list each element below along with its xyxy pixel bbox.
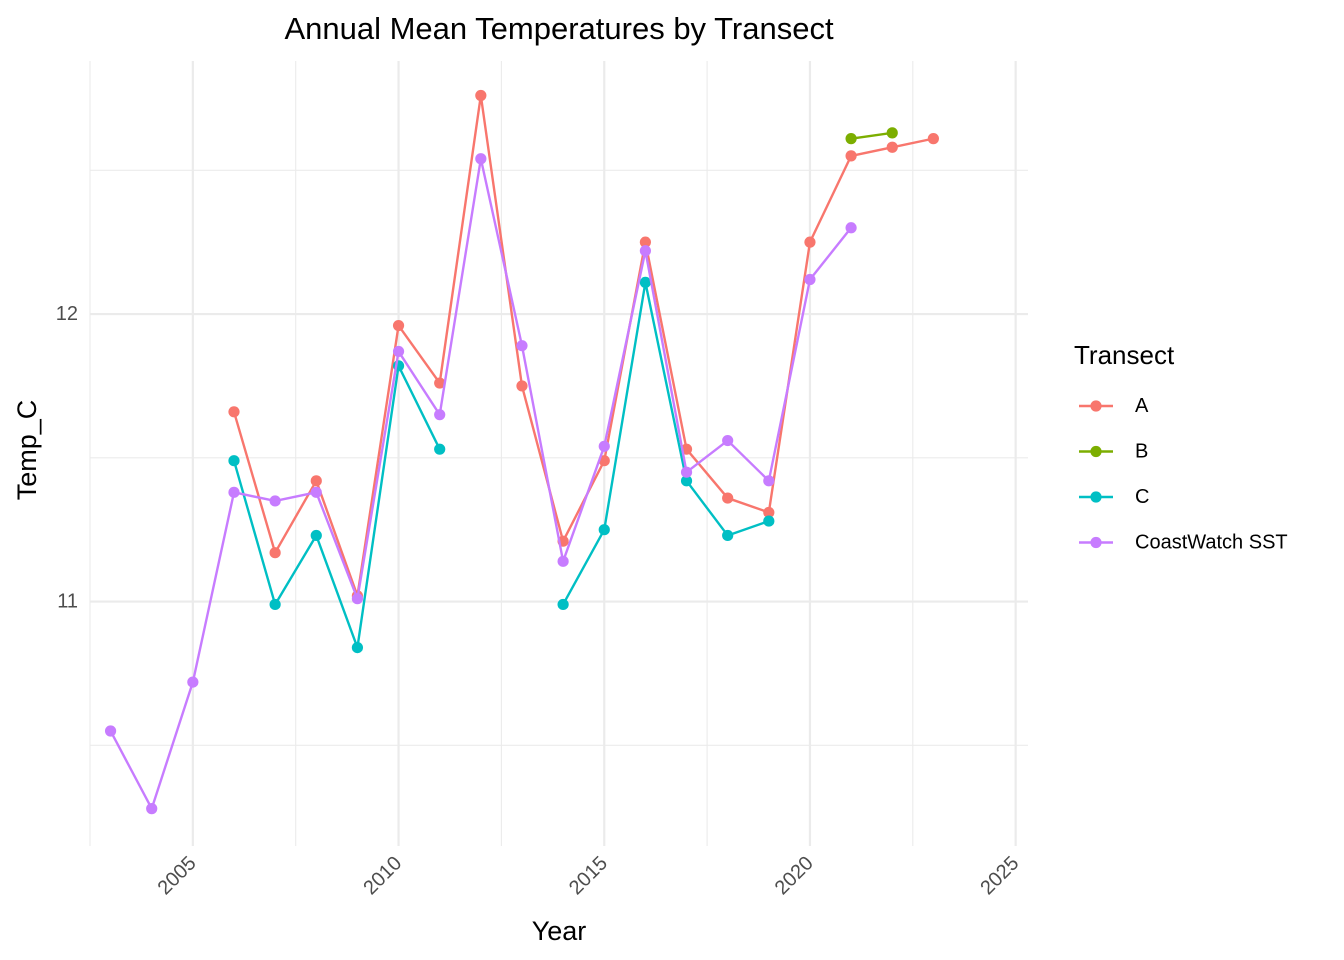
data-point <box>763 475 775 487</box>
data-point <box>804 273 816 286</box>
data-point <box>269 547 281 559</box>
data-point <box>351 641 364 654</box>
data-point <box>310 529 322 542</box>
legend-items: A B C CoastWatch SST <box>1079 395 1288 554</box>
legend-key-point <box>1090 445 1102 458</box>
data-point <box>927 133 939 145</box>
data-point <box>763 506 775 519</box>
legend-title: Transect <box>1074 340 1175 370</box>
data-point <box>598 440 610 452</box>
series-line-c <box>232 364 441 649</box>
data-point <box>434 409 446 421</box>
legend-item-a: A <box>1079 395 1149 417</box>
data-point <box>845 133 857 145</box>
y-tick-label: 11 <box>57 591 78 613</box>
data-point <box>598 455 610 467</box>
y-axis-ticks: 11 12 <box>56 303 78 613</box>
legend-label: CoastWatch SST <box>1135 532 1288 554</box>
data-point <box>516 340 528 352</box>
data-point <box>351 593 364 605</box>
data-point <box>804 236 816 248</box>
data-point <box>146 803 158 815</box>
series-c <box>228 276 775 654</box>
data-point <box>722 492 734 504</box>
data-point <box>310 475 322 487</box>
x-axis-title: Year <box>532 916 587 946</box>
x-tick-label: 2005 <box>154 852 201 899</box>
legend-item-b: B <box>1079 441 1148 463</box>
data-point <box>680 475 693 487</box>
data-point <box>680 466 693 478</box>
data-point <box>475 89 487 102</box>
data-point <box>598 524 610 536</box>
x-tick-label: 2020 <box>771 852 818 899</box>
legend-label: A <box>1135 395 1149 417</box>
x-axis-ticks: 2005 2010 2015 2020 2025 <box>154 852 1024 899</box>
data-point <box>228 486 240 498</box>
data-point <box>639 236 651 248</box>
data-point <box>886 141 898 153</box>
data-point <box>392 345 405 358</box>
legend-item-c: C <box>1079 486 1149 508</box>
plot-panel <box>89 61 1028 846</box>
legend-label: B <box>1135 441 1148 463</box>
series-line-c <box>562 281 770 606</box>
data-point <box>310 486 322 498</box>
series-line-b <box>850 131 893 140</box>
x-tick-label: 2025 <box>976 852 1023 899</box>
x-tick-label: 2015 <box>565 852 612 899</box>
data-point <box>269 495 281 507</box>
data-point <box>639 276 651 289</box>
y-axis-title: Temp_C <box>12 400 42 501</box>
series-line-coastwatch-sst <box>109 157 853 810</box>
grid-lines <box>89 61 1028 846</box>
data-point <box>475 153 487 165</box>
legend-key-point <box>1090 491 1102 503</box>
data-point <box>722 434 734 447</box>
data-point <box>269 598 281 611</box>
y-tick-label: 12 <box>56 303 78 325</box>
data-point <box>434 377 446 389</box>
data-point <box>886 127 898 139</box>
series-b <box>845 127 898 145</box>
data-point <box>639 245 651 257</box>
series-layer <box>104 89 939 815</box>
data-point <box>557 555 569 567</box>
legend-key-point <box>1090 400 1102 412</box>
data-point <box>228 406 240 418</box>
data-point <box>557 598 569 611</box>
data-point <box>845 150 857 162</box>
legend: Transect A B C CoastWatch SST <box>1074 340 1288 554</box>
data-point <box>228 455 240 467</box>
legend-label: C <box>1135 486 1149 508</box>
data-point <box>763 515 775 527</box>
series-coastwatch-sst <box>104 153 857 815</box>
series-a <box>228 89 939 602</box>
data-point <box>845 222 857 234</box>
data-point <box>434 443 446 455</box>
data-point <box>392 319 405 332</box>
legend-item-coastwatch-sst: CoastWatch SST <box>1079 532 1288 554</box>
data-point <box>516 380 528 392</box>
x-tick-label: 2010 <box>359 852 406 899</box>
data-point <box>722 529 734 542</box>
chart-title: Annual Mean Temperatures by Transect <box>284 11 834 46</box>
legend-key-point <box>1090 536 1102 549</box>
data-point <box>187 676 199 688</box>
data-point <box>104 725 117 737</box>
